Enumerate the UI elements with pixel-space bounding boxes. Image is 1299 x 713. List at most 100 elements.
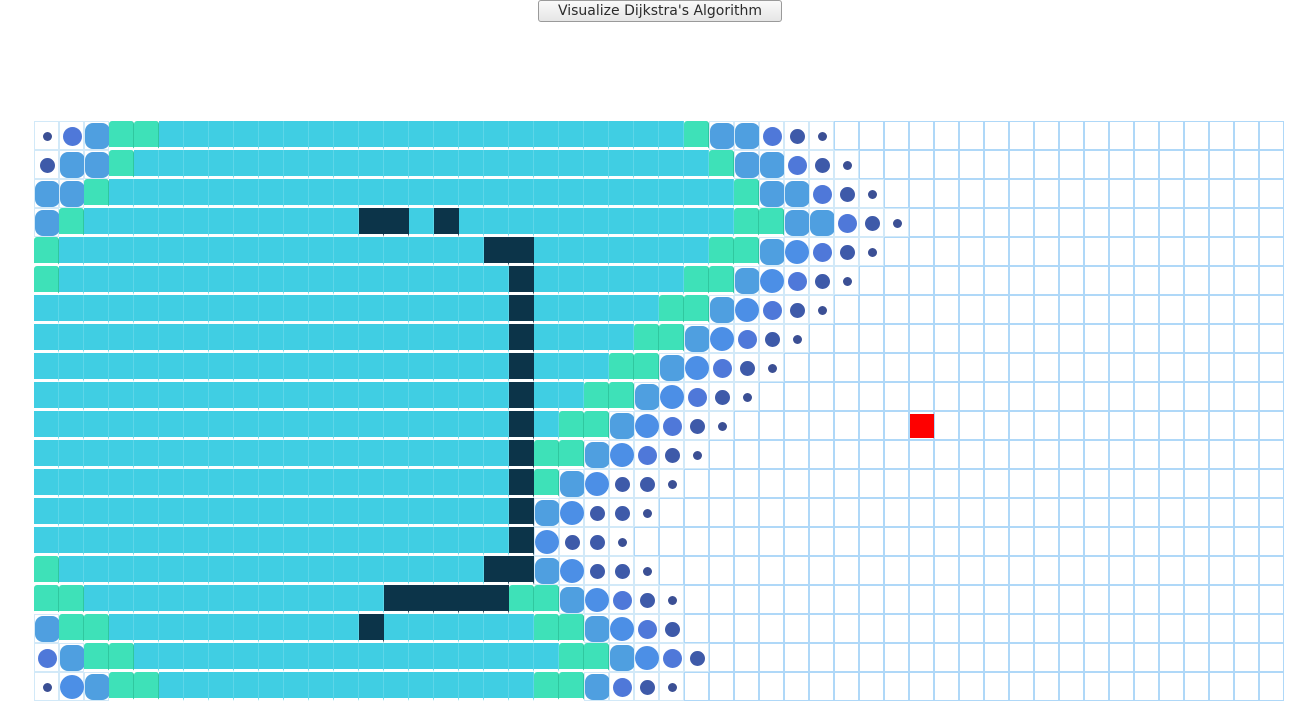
empty-node[interactable] [1184, 440, 1209, 469]
empty-node[interactable] [1084, 411, 1109, 440]
empty-node[interactable] [909, 614, 934, 643]
empty-node[interactable] [909, 295, 934, 324]
frontier-node[interactable] [634, 324, 659, 353]
empty-node[interactable] [1209, 266, 1234, 295]
empty-node[interactable] [859, 643, 884, 672]
visited-node[interactable] [209, 208, 234, 237]
animating-node[interactable] [559, 585, 585, 614]
animating-node[interactable] [684, 440, 709, 469]
empty-node[interactable] [1009, 324, 1034, 353]
animating-node[interactable] [709, 353, 734, 382]
empty-node[interactable] [1109, 614, 1134, 643]
empty-node[interactable] [1159, 150, 1184, 179]
visited-node[interactable] [259, 440, 284, 469]
visited-node[interactable] [209, 295, 234, 324]
visited-node[interactable] [234, 527, 259, 556]
visited-node[interactable] [234, 266, 259, 295]
visited-node[interactable] [334, 672, 359, 701]
visited-node[interactable] [309, 353, 334, 382]
visited-node[interactable] [459, 324, 484, 353]
visited-node[interactable] [409, 440, 434, 469]
visited-node[interactable] [159, 266, 184, 295]
empty-node[interactable] [834, 469, 859, 498]
empty-node[interactable] [1059, 585, 1084, 614]
animating-node[interactable] [609, 643, 635, 672]
empty-node[interactable] [1259, 469, 1284, 498]
empty-node[interactable] [1134, 556, 1159, 585]
empty-node[interactable] [1209, 208, 1234, 237]
empty-node[interactable] [1259, 382, 1284, 411]
animating-node[interactable] [634, 614, 659, 643]
visited-node[interactable] [309, 614, 334, 643]
empty-node[interactable] [734, 498, 759, 527]
empty-node[interactable] [959, 614, 984, 643]
empty-node[interactable] [934, 237, 959, 266]
visited-node[interactable] [284, 411, 309, 440]
animating-node[interactable] [609, 469, 634, 498]
visited-node[interactable] [534, 208, 559, 237]
empty-node[interactable] [1134, 672, 1159, 701]
frontier-node[interactable] [34, 266, 59, 295]
visited-node[interactable] [284, 556, 309, 585]
wall-node[interactable] [509, 498, 534, 527]
empty-node[interactable] [1009, 237, 1034, 266]
animating-node[interactable] [584, 585, 609, 614]
empty-node[interactable] [834, 643, 859, 672]
animating-node[interactable] [659, 585, 684, 614]
empty-node[interactable] [1259, 324, 1284, 353]
empty-node[interactable] [1209, 643, 1234, 672]
empty-node[interactable] [1259, 672, 1284, 701]
empty-node[interactable] [1234, 324, 1259, 353]
empty-node[interactable] [1034, 440, 1059, 469]
empty-node[interactable] [784, 440, 809, 469]
empty-node[interactable] [784, 411, 809, 440]
empty-node[interactable] [834, 411, 859, 440]
visited-node[interactable] [109, 440, 134, 469]
empty-node[interactable] [984, 672, 1009, 701]
empty-node[interactable] [784, 556, 809, 585]
empty-node[interactable] [784, 585, 809, 614]
visited-node[interactable] [359, 672, 384, 701]
visited-node[interactable] [534, 382, 559, 411]
empty-node[interactable] [884, 643, 909, 672]
frontier-node[interactable] [59, 614, 84, 643]
visited-node[interactable] [434, 527, 459, 556]
empty-node[interactable] [909, 672, 934, 701]
visited-node[interactable] [234, 643, 259, 672]
frontier-node[interactable] [684, 295, 709, 324]
empty-node[interactable] [659, 556, 684, 585]
empty-node[interactable] [1209, 295, 1234, 324]
empty-node[interactable] [1184, 237, 1209, 266]
empty-node[interactable] [734, 469, 759, 498]
visited-node[interactable] [134, 266, 159, 295]
visited-node[interactable] [609, 208, 634, 237]
visited-node[interactable] [359, 266, 384, 295]
animating-node[interactable] [659, 614, 684, 643]
animating-node[interactable] [34, 614, 60, 643]
visited-node[interactable] [59, 556, 84, 585]
animating-node[interactable] [659, 469, 684, 498]
wall-node[interactable] [509, 440, 534, 469]
visited-node[interactable] [359, 469, 384, 498]
visited-node[interactable] [434, 643, 459, 672]
visited-node[interactable] [134, 469, 159, 498]
visited-node[interactable] [59, 382, 84, 411]
visited-node[interactable] [159, 527, 184, 556]
visited-node[interactable] [459, 498, 484, 527]
visited-node[interactable] [484, 440, 509, 469]
empty-node[interactable] [1184, 556, 1209, 585]
empty-node[interactable] [1084, 121, 1109, 150]
empty-node[interactable] [1234, 237, 1259, 266]
frontier-node[interactable] [709, 150, 734, 179]
visited-node[interactable] [359, 353, 384, 382]
empty-node[interactable] [1059, 614, 1084, 643]
frontier-node[interactable] [734, 208, 759, 237]
visited-node[interactable] [434, 324, 459, 353]
animating-node[interactable] [834, 237, 859, 266]
empty-node[interactable] [1234, 614, 1259, 643]
empty-node[interactable] [934, 411, 959, 440]
animating-node[interactable] [659, 382, 684, 411]
empty-node[interactable] [759, 498, 784, 527]
empty-node[interactable] [1159, 208, 1184, 237]
empty-node[interactable] [959, 266, 984, 295]
